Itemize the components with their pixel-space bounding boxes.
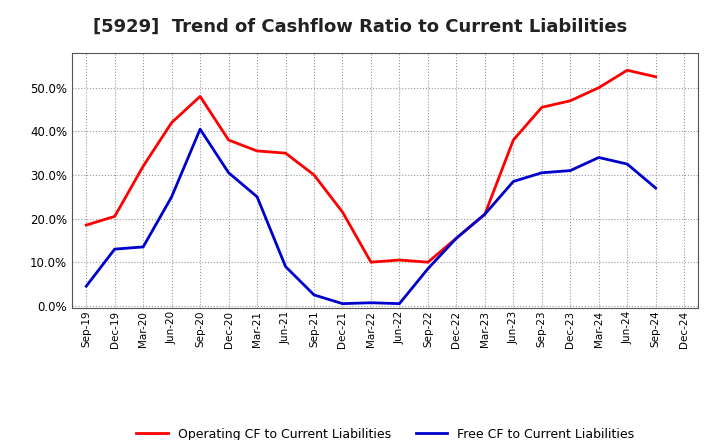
Operating CF to Current Liabilities <box>82 223 91 228</box>
Operating CF to Current Liabilities <box>623 68 631 73</box>
Operating CF to Current Liabilities <box>509 137 518 143</box>
Operating CF to Current Liabilities <box>452 235 461 241</box>
Free CF to Current Liabilities <box>253 194 261 199</box>
Operating CF to Current Liabilities <box>225 137 233 143</box>
Operating CF to Current Liabilities <box>253 148 261 154</box>
Operating CF to Current Liabilities <box>566 98 575 103</box>
Operating CF to Current Liabilities <box>196 94 204 99</box>
Operating CF to Current Liabilities <box>652 74 660 80</box>
Operating CF to Current Liabilities <box>110 214 119 219</box>
Operating CF to Current Liabilities <box>395 257 404 263</box>
Free CF to Current Liabilities <box>423 266 432 271</box>
Operating CF to Current Liabilities <box>282 150 290 156</box>
Free CF to Current Liabilities <box>82 283 91 289</box>
Free CF to Current Liabilities <box>110 246 119 252</box>
Operating CF to Current Liabilities <box>480 212 489 217</box>
Operating CF to Current Liabilities <box>423 260 432 265</box>
Legend: Operating CF to Current Liabilities, Free CF to Current Liabilities: Operating CF to Current Liabilities, Fre… <box>130 422 640 440</box>
Line: Free CF to Current Liabilities: Free CF to Current Liabilities <box>86 129 656 304</box>
Free CF to Current Liabilities <box>395 301 404 306</box>
Free CF to Current Liabilities <box>225 170 233 176</box>
Line: Operating CF to Current Liabilities: Operating CF to Current Liabilities <box>86 70 656 262</box>
Operating CF to Current Liabilities <box>167 120 176 125</box>
Free CF to Current Liabilities <box>537 170 546 176</box>
Operating CF to Current Liabilities <box>537 105 546 110</box>
Free CF to Current Liabilities <box>366 300 375 305</box>
Free CF to Current Liabilities <box>452 235 461 241</box>
Free CF to Current Liabilities <box>480 212 489 217</box>
Free CF to Current Liabilities <box>310 292 318 297</box>
Free CF to Current Liabilities <box>196 127 204 132</box>
Free CF to Current Liabilities <box>282 264 290 269</box>
Free CF to Current Liabilities <box>652 185 660 191</box>
Free CF to Current Liabilities <box>595 155 603 160</box>
Free CF to Current Liabilities <box>566 168 575 173</box>
Free CF to Current Liabilities <box>509 179 518 184</box>
Operating CF to Current Liabilities <box>139 164 148 169</box>
Free CF to Current Liabilities <box>139 244 148 249</box>
Free CF to Current Liabilities <box>167 194 176 199</box>
Operating CF to Current Liabilities <box>595 85 603 90</box>
Operating CF to Current Liabilities <box>366 260 375 265</box>
Free CF to Current Liabilities <box>338 301 347 306</box>
Operating CF to Current Liabilities <box>338 209 347 215</box>
Free CF to Current Liabilities <box>623 161 631 167</box>
Operating CF to Current Liabilities <box>310 172 318 178</box>
Text: [5929]  Trend of Cashflow Ratio to Current Liabilities: [5929] Trend of Cashflow Ratio to Curren… <box>93 18 627 36</box>
